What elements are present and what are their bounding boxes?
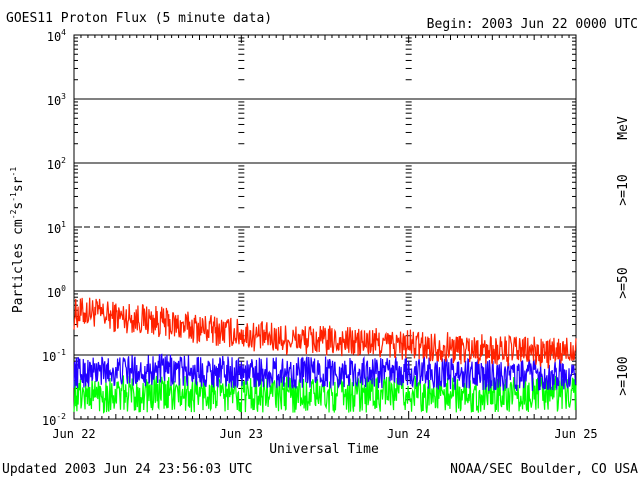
credit-label: NOAA/SEC Boulder, CO USA [450, 462, 638, 477]
y-tick-label: 102 [47, 156, 66, 172]
y-tick-label-exp: 2 [61, 156, 66, 165]
x-tick-label: Jun 24 [387, 427, 430, 441]
updated-timestamp: Updated 2003 Jun 24 23:56:03 UTC [2, 462, 252, 477]
x-tick-label: Jun 23 [220, 427, 263, 441]
y-tick-label: 104 [47, 28, 66, 44]
y-axis-label-exp3: -1 [9, 167, 18, 177]
plot-area [73, 34, 577, 420]
y-tick-label-base: 10 [47, 158, 61, 172]
x-axis-label: Universal Time [269, 442, 379, 457]
y-tick-label-base: 10 [47, 286, 61, 300]
x-tick-label: Jun 22 [52, 427, 95, 441]
y-tick-label-exp: 4 [61, 28, 66, 37]
x-tick-label: Jun 25 [554, 427, 597, 441]
y-axis-label: Particles cm-2s-1sr-1 [9, 167, 26, 314]
series-line-ge10 [73, 297, 577, 369]
y-axis-label-exp2: -1 [9, 192, 18, 202]
series-line-ge50 [73, 353, 577, 392]
y-tick-label-exp: 1 [61, 220, 66, 229]
legend-ge10: >=10 [616, 174, 631, 205]
y-axis-label-exp1: -2 [9, 209, 18, 219]
y-axis-label-sr: sr [11, 176, 26, 192]
y-tick-label-exp: 3 [61, 92, 66, 101]
y-tick-label: 103 [47, 92, 66, 108]
y-tick-label: 10-2 [42, 412, 66, 428]
y-tick-label-base: 10 [42, 350, 56, 364]
y-tick-label-exp: 0 [61, 284, 66, 293]
legend-unit: MeV [616, 116, 631, 140]
y-tick-label-exp: -1 [56, 348, 66, 357]
begin-label: Begin: 2003 Jun 22 0000 UTC [427, 17, 638, 32]
y-tick-label: 101 [47, 220, 66, 236]
y-tick-label-base: 10 [42, 414, 56, 428]
y-tick-label-exp: -2 [56, 412, 66, 421]
y-tick-label: 10-1 [42, 348, 66, 364]
y-tick-label-base: 10 [47, 222, 61, 236]
y-tick-label: 100 [47, 284, 66, 300]
y-axis-label-s: s [11, 202, 26, 210]
legend-ge100: >=100 [616, 356, 631, 395]
series-line-ge100 [73, 375, 577, 414]
y-axis-label-main: Particles cm [11, 219, 26, 313]
y-tick-label-base: 10 [47, 94, 61, 108]
legend-ge50: >=50 [616, 267, 631, 298]
y-tick-label-base: 10 [47, 30, 61, 44]
chart-title: GOES11 Proton Flux (5 minute data) [6, 11, 272, 26]
